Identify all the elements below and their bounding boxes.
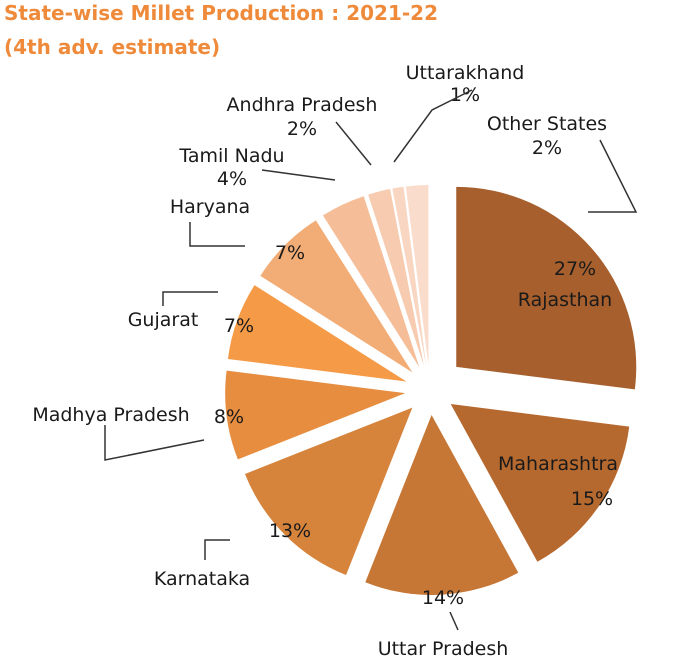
pie-slice-karnataka (244, 407, 413, 576)
pie-slice-rajasthan (456, 186, 637, 390)
pie-slice-madhya-pradesh (225, 370, 406, 460)
pie-slice-maharashtra (450, 404, 630, 562)
slice-label-uttar-pradesh: Uttar Pradesh (378, 638, 509, 660)
pie-slice-tamil-nadu (322, 196, 420, 368)
pie-slice-haryana (260, 220, 413, 373)
slice-label-uttarakhand: Uttarakhand (406, 62, 525, 84)
leader-line-andhra-pradesh (335, 121, 372, 166)
slice-value-andhra-pradesh: 2% (287, 118, 317, 140)
slice-value-karnataka: 13% (269, 520, 311, 542)
slice-value-other-states: 2% (532, 137, 562, 159)
slice-label-gujarat: Gujarat (128, 309, 199, 331)
leader-line-haryana (189, 222, 245, 247)
slice-label-maharashtra: Maharashtra (498, 453, 618, 475)
slice-value-madhya-pradesh: 8% (214, 406, 244, 428)
slice-value-gujarat: 7% (224, 315, 254, 337)
pie-slice-uttarakhand (392, 186, 427, 366)
slice-label-andhra-pradesh: Andhra Pradesh (227, 94, 378, 116)
leader-line-uttarakhand (393, 89, 473, 163)
slice-value-haryana: 7% (275, 242, 305, 264)
leader-line-other-states (588, 139, 638, 213)
slice-label-karnataka: Karnataka (154, 568, 250, 590)
pie-slice-uttar-pradesh (365, 414, 519, 595)
leader-line-uttar-pradesh (449, 611, 459, 631)
pie-slice-andhra-pradesh (368, 188, 424, 366)
slice-label-tamil-nadu: Tamil Nadu (178, 145, 284, 167)
slice-value-uttarakhand: 1% (450, 84, 480, 106)
slice-label-haryana: Haryana (170, 196, 250, 218)
leader-line-gujarat (162, 291, 218, 306)
slice-value-uttar-pradesh: 14% (422, 587, 464, 609)
leader-line-madhya-pradesh (104, 425, 205, 461)
chart-subtitle: (4th adv. estimate) (4, 35, 221, 59)
pie-slice-gujarat (227, 285, 407, 382)
slice-label-madhya-pradesh: Madhya Pradesh (32, 404, 189, 426)
slice-value-tamil-nadu: 4% (217, 168, 247, 190)
leader-line-karnataka (204, 539, 230, 560)
pie-slice-other-states (405, 185, 429, 366)
chart-title: State-wise Millet Production : 2021-22 (4, 1, 438, 25)
leader-line-tamil-nadu (261, 169, 336, 181)
slice-label-other-states: Other States (487, 113, 607, 135)
slice-value-rajasthan: 27% (554, 258, 596, 280)
slice-label-rajasthan: Rajasthan (518, 289, 612, 311)
slice-value-maharashtra: 15% (571, 488, 613, 510)
